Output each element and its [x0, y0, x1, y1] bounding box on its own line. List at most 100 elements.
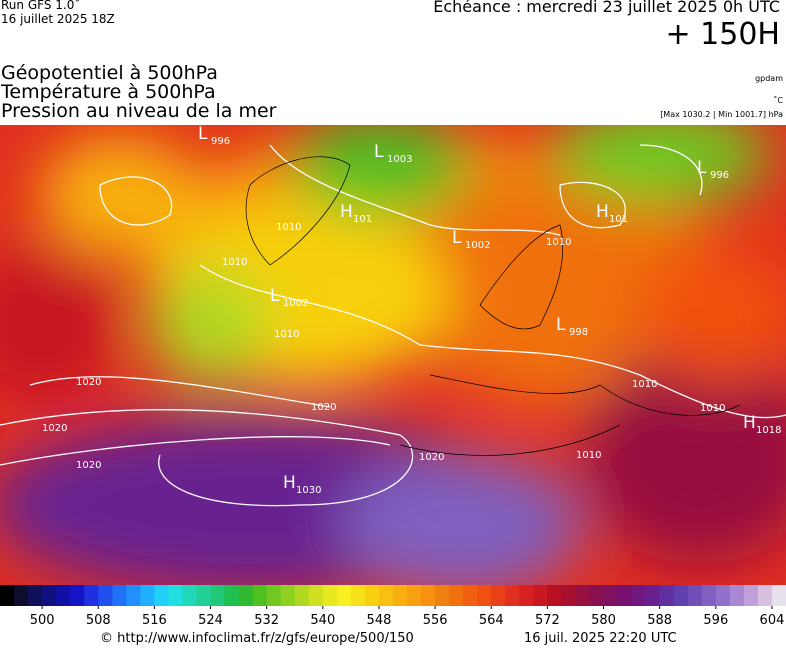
tick-label: 564: [479, 613, 504, 628]
pressure-value: 1018: [756, 425, 781, 436]
pressure-letter: L: [697, 158, 707, 178]
pressure-letter: L: [452, 228, 462, 248]
tick-label: 516: [142, 613, 167, 628]
colorbar: 500 508 516 524 532 540 548 556 564 572 580 588 596 6…: [0, 585, 786, 628]
color-box: [757, 585, 773, 606]
isobar-label: 1010: [546, 237, 571, 248]
pressure-letter: L: [198, 125, 208, 144]
run-date: 16 juillet 2025 18Z: [1, 12, 115, 26]
color-box: [280, 585, 296, 606]
color-box: [28, 585, 43, 606]
pressure-letter: H: [743, 413, 756, 433]
color-box: [308, 585, 324, 606]
tick-label: 508: [86, 613, 111, 628]
unit: ˚C: [773, 96, 783, 105]
tick-label: 572: [535, 613, 560, 628]
pressure-letter: L: [374, 142, 384, 162]
color-box: [477, 585, 492, 606]
pressure-value: 1002: [283, 298, 308, 309]
tick-label: 556: [423, 613, 448, 628]
tick-label: 580: [591, 613, 616, 628]
pressure-value: 996: [211, 136, 230, 147]
color-box: [659, 585, 675, 606]
pressure-value: 998: [569, 327, 588, 338]
lead-time: + 150H: [665, 17, 781, 52]
isobar-label: 1020: [419, 452, 444, 463]
unit: gpdam: [755, 74, 783, 83]
color-box: [126, 585, 141, 606]
isobar-label: 1010: [700, 403, 725, 414]
color-box: [350, 585, 366, 606]
color-box: [393, 585, 408, 606]
color-box: [182, 585, 197, 606]
color-box: [0, 585, 15, 606]
color-box: [505, 585, 520, 606]
isobar-label: 1020: [311, 402, 336, 413]
color-box: [322, 585, 338, 606]
isobar-label: 1010: [632, 379, 657, 390]
color-box: [561, 585, 576, 606]
color-box: [547, 585, 562, 606]
color-box: [42, 585, 57, 606]
color-box: [575, 585, 590, 606]
pressure-letter: L: [556, 315, 566, 335]
pressure-value: 996: [710, 170, 729, 181]
pressure-letter: H: [596, 202, 609, 222]
color-box: [70, 585, 85, 606]
color-box: [56, 585, 71, 606]
tick-label: 596: [703, 613, 728, 628]
color-box: [617, 585, 633, 606]
color-box: [168, 585, 183, 606]
color-box: [771, 585, 786, 606]
unit: [Max 1030.2 | Min 1001.7] hPa: [660, 110, 783, 119]
color-box: [112, 585, 127, 606]
source: © http://www.infoclimat.fr/z/gfs/europe/…: [100, 631, 414, 646]
color-box: [687, 585, 703, 606]
valid-time: Echéance : mercredi 23 juillet 2025 0h U…: [433, 0, 780, 16]
color-box: [154, 585, 169, 606]
color-box: [238, 585, 254, 606]
color-box: [435, 585, 450, 606]
color-box: [589, 585, 605, 606]
pressure-letter: H: [283, 473, 296, 493]
tick-label: 548: [367, 613, 392, 628]
isobar-label: 1020: [76, 377, 101, 388]
color-box: [407, 585, 422, 606]
color-box: [645, 585, 661, 606]
tick-label: 540: [310, 613, 335, 628]
color-box: [491, 585, 506, 606]
color-box: [715, 585, 731, 606]
pressure-value: 101: [609, 214, 628, 225]
field: Pression au niveau de la mer: [1, 100, 277, 122]
field: Température à 500hPa: [1, 81, 216, 103]
color-box: [196, 585, 212, 606]
color-box: [421, 585, 436, 606]
color-box: [336, 585, 352, 606]
isobar-label: 1010: [222, 257, 247, 268]
isobar-label: 1020: [76, 460, 101, 471]
color-box: [266, 585, 282, 606]
run: Run GFS 1.0˚: [1, 0, 81, 12]
color-box: [519, 585, 534, 606]
color-box: [14, 585, 29, 606]
color-box: [701, 585, 717, 606]
color-box: [378, 585, 394, 606]
color-box: [364, 585, 380, 606]
color-box: [533, 585, 548, 606]
tick-label: 604: [760, 613, 785, 628]
color-box: [603, 585, 619, 606]
color-box: [449, 585, 464, 606]
isobar-label: 1010: [576, 450, 601, 461]
pressure-value: 1030: [296, 485, 321, 496]
tick-label: 500: [30, 613, 55, 628]
color-box: [224, 585, 240, 606]
color-box: [673, 585, 689, 606]
color-box: [252, 585, 268, 606]
pressure-value: 1002: [465, 240, 490, 251]
pressure-value: 101: [353, 214, 372, 225]
isobar-label: 1010: [276, 222, 301, 233]
color-box: [294, 585, 310, 606]
color-box: [84, 585, 99, 606]
